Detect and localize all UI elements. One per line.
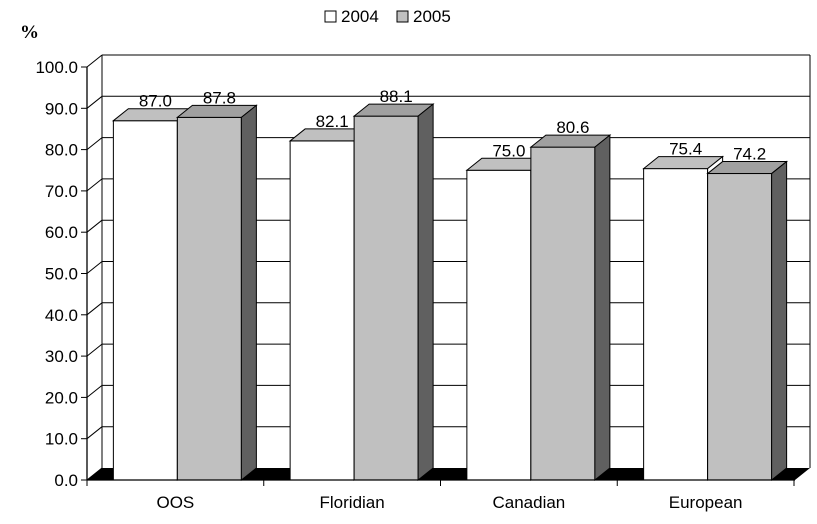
side-gridline — [86, 302, 103, 316]
x-tick-label: Canadian — [492, 493, 565, 512]
x-tick-label: Floridian — [320, 493, 385, 512]
side-gridline — [86, 95, 103, 109]
data-label: 87.8 — [203, 88, 236, 107]
legend-label-2005: 2005 — [413, 7, 451, 26]
side-gridline — [86, 426, 103, 440]
y-tick-label: 90.0 — [45, 99, 78, 118]
legend: 2004 2005 — [324, 7, 451, 26]
data-label: 82.1 — [316, 112, 349, 131]
data-label: 88.1 — [380, 87, 413, 106]
side-gridline — [86, 261, 103, 274]
bar-side-face — [417, 103, 434, 482]
y-tick-label: 40.0 — [45, 306, 78, 325]
bar-2004-oos — [112, 120, 178, 481]
side-gridline — [86, 385, 103, 398]
plot-area: 0.0 10.0 20.0 30.0 40.0 50.0 60.0 70.0 80.0 90.0 1… — [35, 54, 811, 512]
y-tick-label: 30.0 — [45, 347, 78, 366]
legend-swatch-2004 — [324, 10, 337, 23]
y-tick-label: 0.0 — [54, 471, 78, 490]
bar-side-face — [771, 160, 788, 482]
data-label: 75.0 — [492, 141, 525, 160]
x-tick-label: OOS — [156, 493, 194, 512]
y-tick-label: 10.0 — [45, 430, 78, 449]
y-tick-label: 80.0 — [45, 141, 78, 160]
y-tick-label: 70.0 — [45, 182, 78, 201]
bar-2005-canadian — [530, 146, 596, 481]
data-label: 75.4 — [669, 140, 702, 159]
side-gridline — [86, 137, 103, 150]
y-tick-label: 100.0 — [35, 58, 78, 77]
legend-swatch-2005 — [396, 10, 409, 23]
side-gridline — [86, 54, 103, 68]
data-label: 74.2 — [733, 145, 766, 164]
bar-side-face — [594, 134, 611, 482]
bar-2005-floridian — [353, 115, 419, 481]
side-gridline — [86, 343, 103, 357]
bar-2004-european — [643, 168, 709, 481]
y-tick-label: 50.0 — [45, 265, 78, 284]
bar-2004-canadian — [466, 169, 532, 481]
bar-2005-oos — [176, 116, 242, 481]
chart-floor — [87, 468, 810, 480]
data-label: 87.0 — [139, 92, 172, 111]
x-tick-label: European — [669, 493, 743, 512]
bar-side-face — [240, 104, 257, 482]
data-label: 80.6 — [556, 118, 589, 137]
bar-2004-floridian — [289, 140, 355, 481]
y-tick-label: 60.0 — [45, 223, 78, 242]
y-unit-label: % — [20, 22, 39, 43]
side-gridline — [86, 178, 103, 192]
legend-label-2004: 2004 — [341, 7, 379, 26]
y-tick-label: 20.0 — [45, 388, 78, 407]
side-gridline — [86, 219, 103, 233]
bar-2005-european — [707, 173, 773, 481]
